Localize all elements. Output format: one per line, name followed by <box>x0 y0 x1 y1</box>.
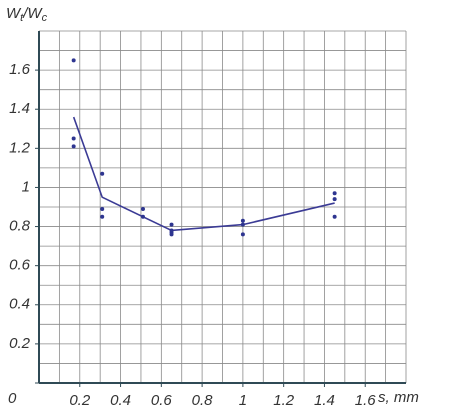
x-axis-label: s, mm <box>378 389 419 406</box>
data-point <box>100 214 105 219</box>
x-tick-label: 1.6 <box>355 392 377 409</box>
data-point <box>71 144 76 149</box>
data-point <box>100 206 105 211</box>
data-point <box>240 232 245 237</box>
y-tick-label: 1 <box>22 178 30 195</box>
data-point <box>169 232 174 237</box>
data-point <box>332 214 337 219</box>
y-axis-label-part: W <box>6 5 22 22</box>
y-tick-label: 0.4 <box>9 296 30 313</box>
data-point <box>332 191 337 196</box>
y-tick-label: 0 <box>8 390 17 407</box>
y-tick-label: 0.2 <box>9 335 31 352</box>
y-tick-label: 1.4 <box>9 100 30 117</box>
y-axis-label: Wt/Wc <box>6 5 48 24</box>
y-axis-label-part: c <box>42 12 48 24</box>
data-point <box>100 171 105 176</box>
data-point <box>71 58 76 63</box>
y-tick-label: 0.6 <box>9 257 31 274</box>
data-point <box>169 222 174 227</box>
data-point <box>240 218 245 223</box>
y-tick-label: 1.6 <box>9 61 31 78</box>
y-tick-label: 0.8 <box>9 218 31 235</box>
x-tick-label: 0.8 <box>192 392 214 409</box>
x-tick-label: 0.2 <box>69 392 91 409</box>
data-point <box>140 206 145 211</box>
data-line <box>72 116 335 232</box>
x-tick-label: 1.4 <box>314 392 335 409</box>
data-point <box>140 214 145 219</box>
x-tick-label: 1.2 <box>273 392 295 409</box>
x-tick-label: 0.6 <box>151 392 173 409</box>
data-point <box>332 197 337 202</box>
x-tick-label: 1 <box>239 392 247 409</box>
x-tick-label: 0.4 <box>110 392 131 409</box>
y-axis-label-part: t <box>20 12 24 24</box>
y-axis-label-part: /W <box>22 5 43 22</box>
data-point <box>71 136 76 141</box>
y-tick-label: 1.2 <box>9 139 31 156</box>
data-point <box>240 222 245 227</box>
